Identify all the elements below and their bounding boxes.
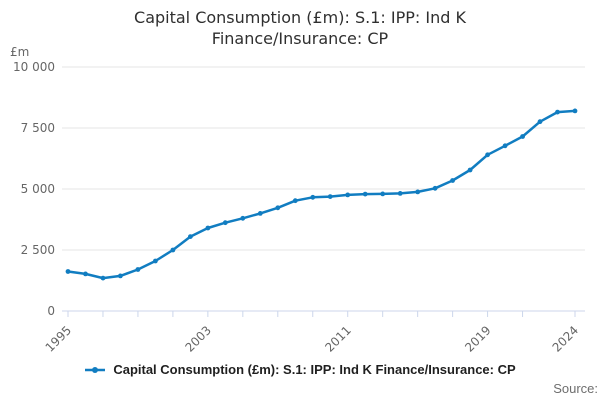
data-point-marker[interactable] <box>537 119 543 125</box>
data-point-marker[interactable] <box>432 185 438 191</box>
data-point-marker[interactable] <box>485 152 490 158</box>
data-point-marker[interactable] <box>118 273 123 279</box>
data-point-marker[interactable] <box>135 267 141 272</box>
data-point-marker[interactable] <box>380 191 386 197</box>
data-point-marker[interactable] <box>100 275 106 281</box>
data-point-marker[interactable] <box>153 258 158 264</box>
legend-dot-glyph <box>92 366 99 373</box>
y-axis-tick-label: 7 500 <box>21 121 55 135</box>
x-axis-tick-label: 2011 <box>322 323 353 354</box>
chart-title: Capital Consumption (£m): S.1: IPP: Ind … <box>0 7 600 49</box>
data-point-marker[interactable] <box>415 189 421 195</box>
data-point-marker[interactable] <box>310 194 316 200</box>
data-point-marker[interactable] <box>327 194 333 200</box>
y-axis-tick-label: 0 <box>47 304 55 318</box>
data-point-marker[interactable] <box>502 143 508 149</box>
data-point-marker[interactable] <box>205 225 211 231</box>
x-axis-tick-label: 2019 <box>462 323 493 354</box>
legend-marker-icon <box>85 366 106 373</box>
data-point-marker[interactable] <box>520 134 525 139</box>
data-point-marker[interactable] <box>188 234 193 240</box>
chart-title-line1: Capital Consumption (£m): S.1: IPP: Ind … <box>134 8 466 27</box>
data-point-marker[interactable] <box>275 205 281 211</box>
data-point-marker[interactable] <box>170 247 176 253</box>
data-point-marker[interactable] <box>83 271 88 277</box>
y-axis-unit-label: £m <box>10 45 30 59</box>
series-line <box>66 109 577 280</box>
data-point-marker[interactable] <box>467 167 473 173</box>
x-axis-tick-label: 1995 <box>43 323 74 354</box>
y-axis-tick-label: 2 500 <box>21 243 55 257</box>
data-point-marker[interactable] <box>450 178 455 183</box>
data-point-marker[interactable] <box>555 109 560 115</box>
x-axis-tick-label: 2003 <box>182 323 213 354</box>
source-label: Source: <box>553 381 598 396</box>
data-point-marker[interactable] <box>362 191 368 197</box>
data-point-marker[interactable] <box>257 211 263 216</box>
legend-label: Capital Consumption (£m): S.1: IPP: Ind … <box>113 362 516 377</box>
chart-plot-area: 0 2 500 5 000 7 500 10 000 1995 2003 2011 2019 20… <box>13 60 585 355</box>
data-point-marker[interactable] <box>65 269 71 274</box>
x-axis-tick-label: 2024 <box>550 323 581 354</box>
y-axis-tick-label: 5 000 <box>21 182 55 196</box>
data-point-marker[interactable] <box>345 192 351 198</box>
chart-title-line2: Finance/Insurance: CP <box>211 29 389 48</box>
data-point-marker[interactable] <box>397 191 403 196</box>
data-point-marker[interactable] <box>572 108 578 114</box>
data-point-marker[interactable] <box>240 215 246 221</box>
y-axis-tick-label: 10 000 <box>13 60 55 74</box>
legend-item[interactable]: Capital Consumption (£m): S.1: IPP: Ind … <box>0 362 600 377</box>
data-point-marker[interactable] <box>292 198 298 204</box>
data-point-marker[interactable] <box>222 220 228 226</box>
